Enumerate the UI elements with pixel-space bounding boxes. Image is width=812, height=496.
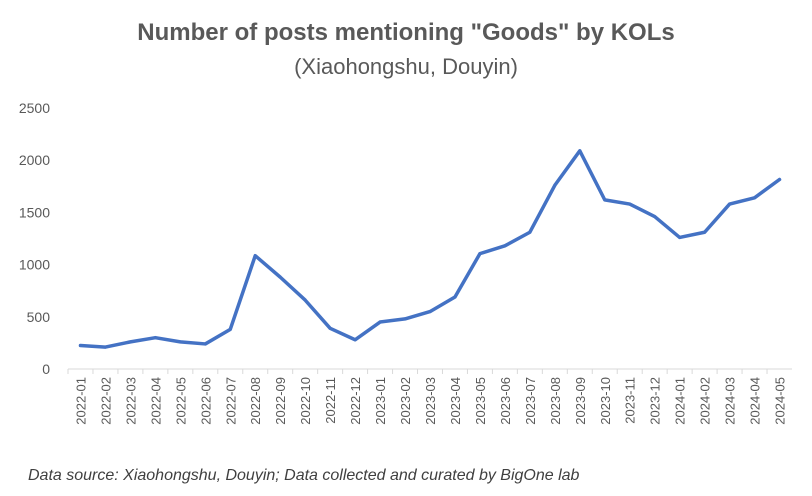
x-tick-label: 2023-05 [473, 377, 488, 425]
data-point [303, 298, 307, 302]
data-point [428, 310, 432, 314]
x-tick-label: 2023-06 [498, 377, 513, 425]
x-tick-label: 2023-02 [398, 377, 413, 425]
data-point [528, 230, 532, 234]
data-point [128, 340, 132, 344]
data-point [253, 254, 257, 258]
data-points [78, 149, 782, 349]
x-tick-label: 2022-01 [73, 377, 88, 425]
x-tick-label: 2022-05 [173, 377, 188, 425]
x-tick-label: 2023-11 [623, 377, 638, 424]
y-tick-label: 2000 [19, 152, 50, 168]
x-tick-label: 2022-09 [273, 377, 288, 425]
data-point [453, 295, 457, 299]
data-point [378, 320, 382, 324]
data-point [778, 178, 782, 182]
x-tick-label: 2023-01 [373, 377, 388, 425]
data-point [553, 183, 557, 187]
x-tick-label: 2022-11 [323, 377, 338, 424]
x-tick-label: 2023-09 [573, 377, 588, 425]
x-tick-label: 2024-05 [773, 377, 788, 425]
data-point [728, 202, 732, 206]
y-axis-ticks: 0 500 1000 1500 2000 2500 [19, 100, 50, 377]
data-point [678, 235, 682, 239]
y-tick-label: 1500 [19, 204, 50, 220]
chart-subtitle: (Xiaohongshu, Douyin) [294, 54, 518, 79]
x-tick-label: 2023-07 [523, 377, 538, 425]
x-tick-label: 2024-03 [723, 377, 738, 425]
data-source-note: Data source: Xiaohongshu, Douyin; Data c… [28, 467, 580, 484]
y-tick-label: 500 [27, 309, 51, 325]
data-point [628, 202, 632, 206]
x-tick-label: 2022-06 [198, 377, 213, 425]
x-tick-label: 2024-01 [673, 377, 688, 425]
data-point [353, 338, 357, 342]
x-axis-ticks: 2022-01 2022-02 2022-03 2022-04 2022-05 2022-… [67, 369, 788, 425]
data-point [703, 230, 707, 234]
data-point [753, 196, 757, 200]
y-tick-label: 1000 [19, 257, 50, 273]
data-point [103, 345, 107, 349]
data-point [153, 336, 157, 340]
x-tick-label: 2022-07 [223, 377, 238, 425]
data-point [278, 275, 282, 279]
x-tick-label: 2022-08 [248, 377, 263, 425]
chart-title: Number of posts mentioning "Goods" by KO… [137, 19, 674, 46]
data-point [178, 340, 182, 344]
data-point [203, 342, 207, 346]
data-point [603, 198, 607, 202]
x-tick-label: 2022-12 [348, 377, 363, 425]
y-tick-label: 0 [42, 361, 50, 377]
x-tick-label: 2023-04 [448, 377, 463, 425]
series-line [78, 149, 782, 349]
data-point [78, 344, 82, 348]
x-tick-label: 2024-02 [698, 377, 713, 425]
x-tick-label: 2024-04 [748, 377, 763, 425]
x-tick-label: 2022-10 [298, 377, 313, 425]
data-point [228, 327, 232, 331]
x-tick-label: 2022-02 [98, 377, 113, 425]
data-point [503, 244, 507, 248]
data-point [578, 149, 582, 153]
y-tick-label: 2500 [19, 100, 50, 116]
x-tick-label: 2023-10 [598, 377, 613, 425]
x-tick-label: 2023-12 [648, 377, 663, 425]
data-point [403, 317, 407, 321]
data-point [328, 326, 332, 330]
x-tick-label: 2022-04 [148, 377, 163, 425]
x-tick-label: 2023-08 [548, 377, 563, 425]
x-tick-label: 2023-03 [423, 377, 438, 425]
data-point [478, 252, 482, 256]
x-tick-label: 2022-03 [123, 377, 138, 425]
data-point [653, 215, 657, 219]
